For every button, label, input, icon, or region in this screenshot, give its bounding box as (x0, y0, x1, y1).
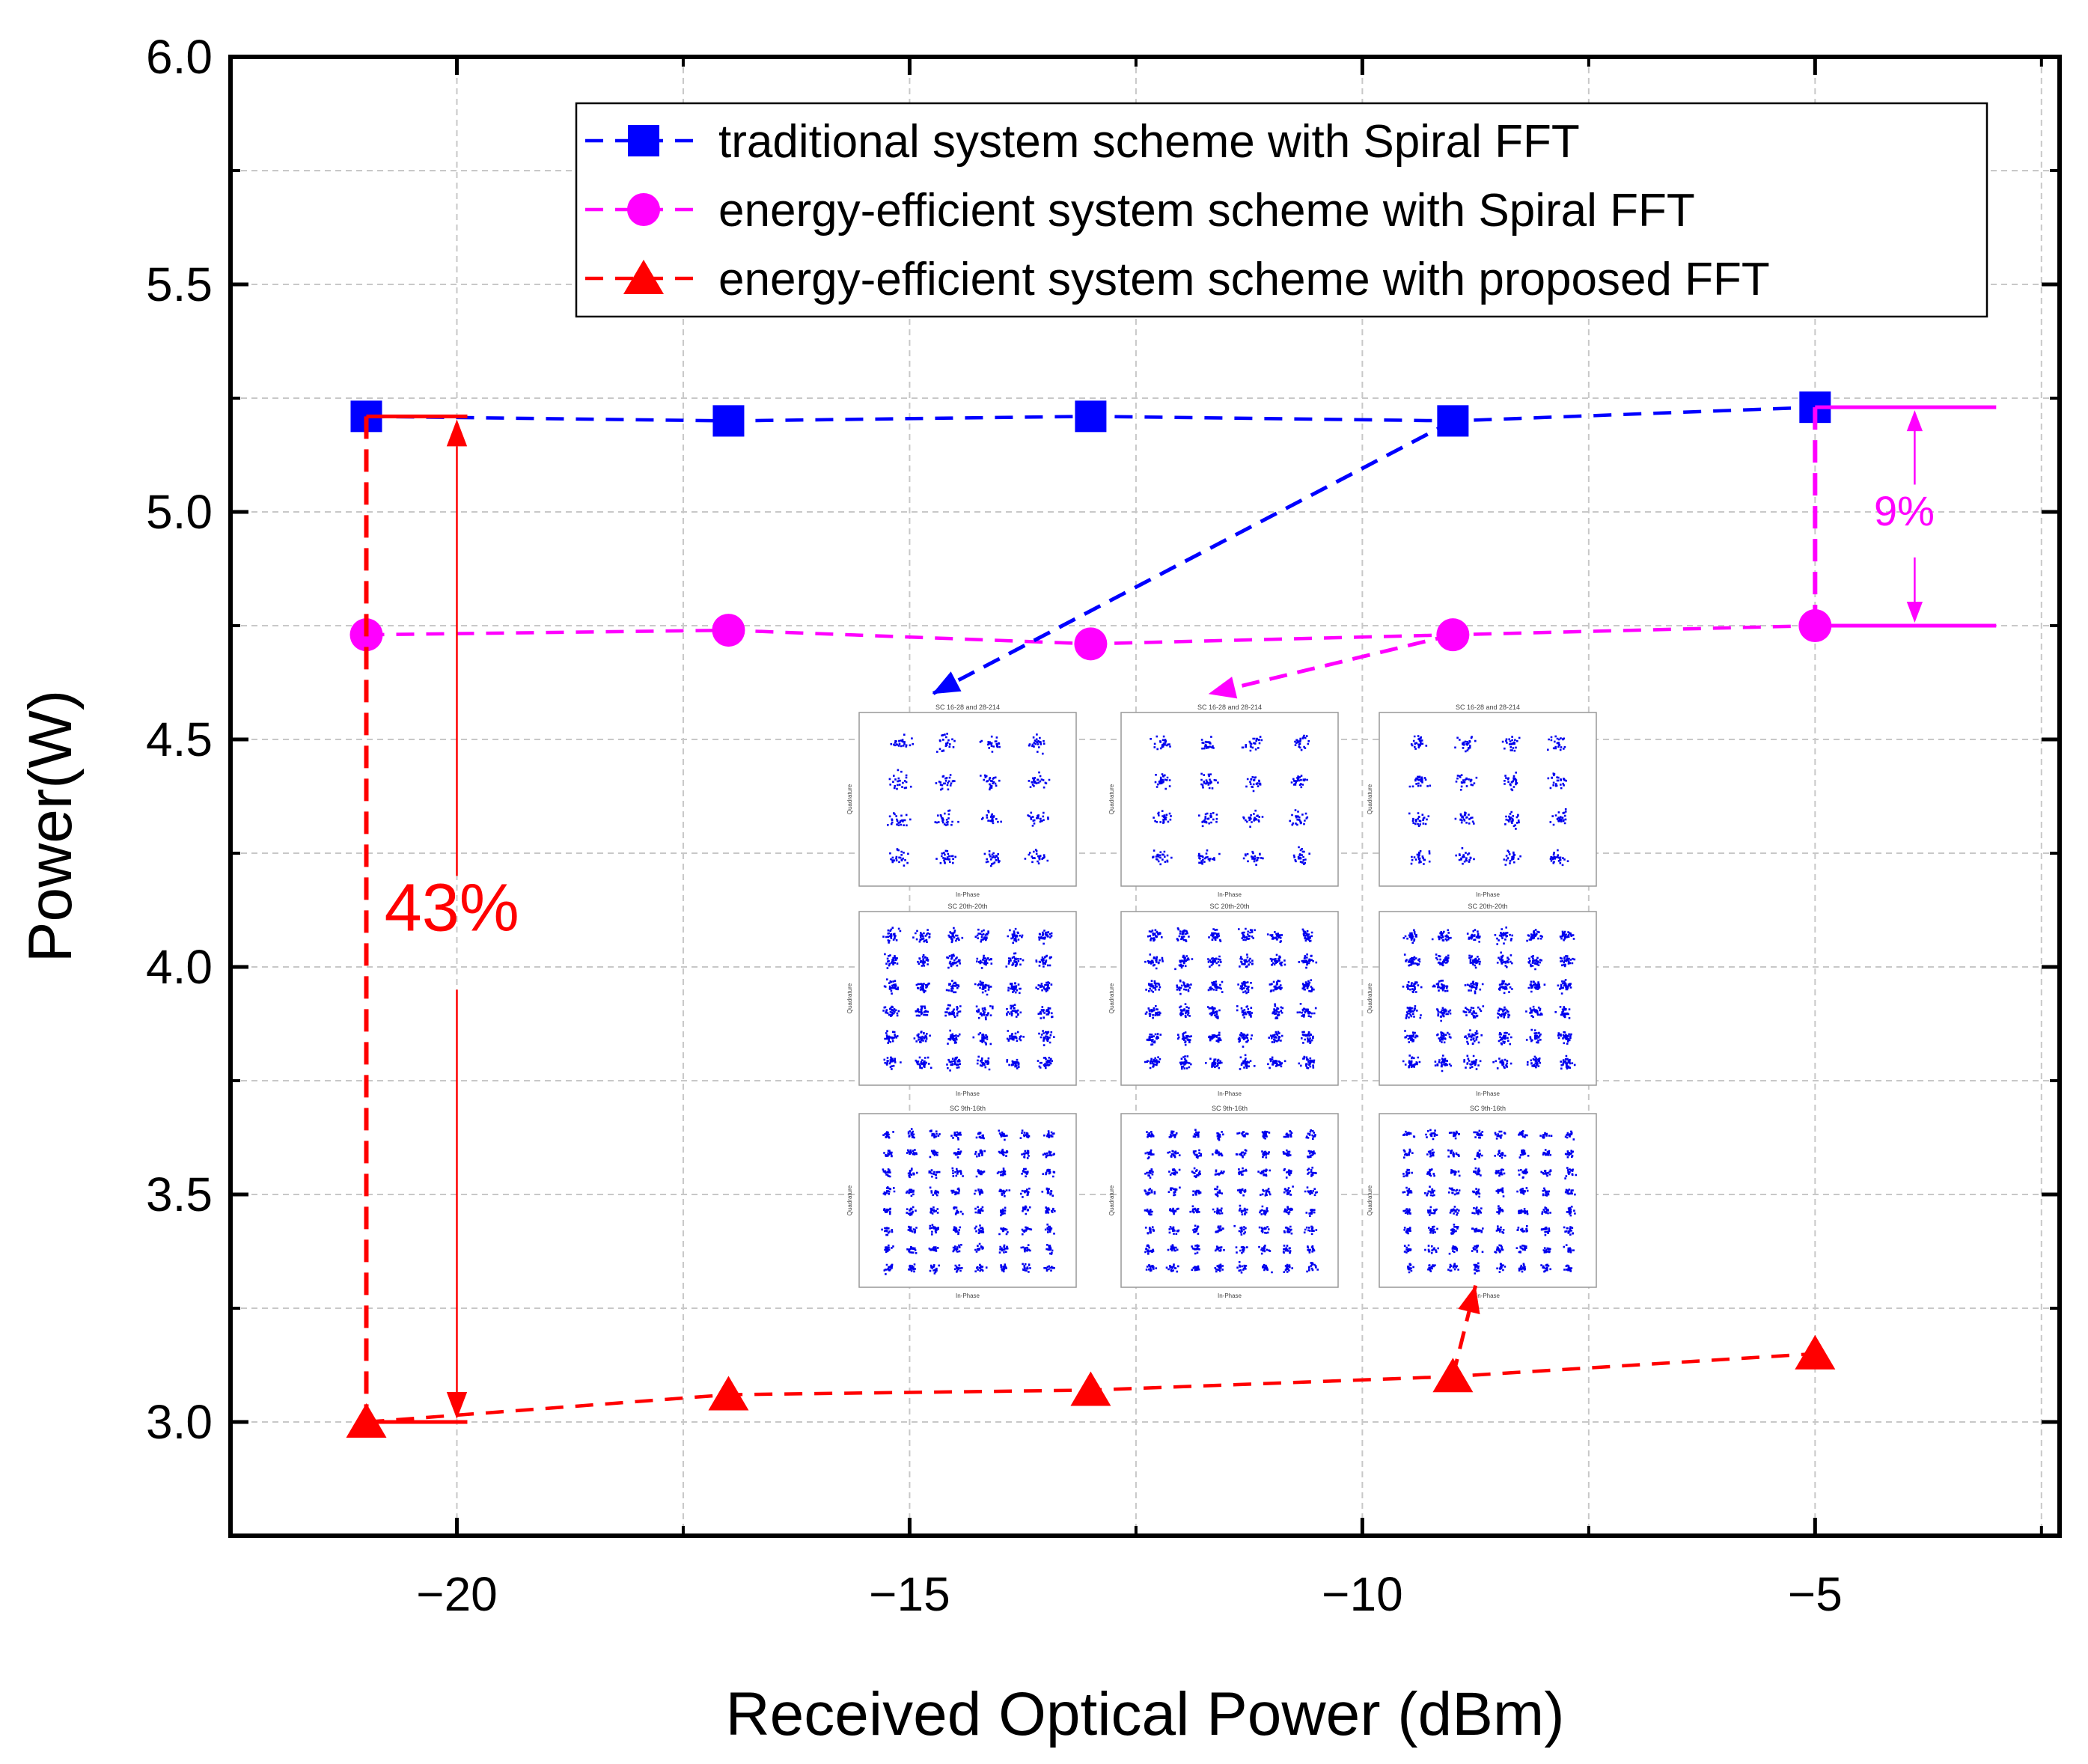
panel-frame (1120, 1113, 1339, 1288)
constellation-inset: SC 16-28 and 28-214In-PhaseQuadratureSC … (846, 704, 1597, 1299)
legend: traditional system scheme with Spiral FF… (575, 102, 1988, 318)
constellation-panel: SC 20th-20th In-Phase Quadrature (1108, 903, 1339, 1097)
pointer-red (1450, 1284, 1478, 1377)
annotations: 43% 9% (364, 405, 1997, 1424)
panel-title: SC 16-28 and 28-214 (1456, 704, 1520, 711)
panel-ylabel: Quadrature (1367, 983, 1373, 1013)
panel-xlabel: In-Phase (956, 1090, 980, 1097)
legend-box (575, 102, 1988, 318)
panel-xlabel: In-Phase (1218, 1090, 1242, 1097)
data-point (712, 405, 745, 437)
panel-xlabel: In-Phase (1476, 1090, 1501, 1097)
constellation-panel: SC 9th-16th In-Phase Quadrature (1108, 1105, 1339, 1299)
panel-ylabel: Quadrature (1108, 1185, 1115, 1215)
data-point (708, 1376, 749, 1411)
panel-xlabel: In-Phase (1218, 891, 1242, 898)
panel-title: SC 20th-20th (947, 903, 987, 910)
pointer-blue-head (932, 671, 962, 695)
panel-ylabel: Quadrature (1367, 784, 1373, 814)
y-tick-label: 5.0 (146, 485, 213, 539)
panel-title: SC 20th-20th (1468, 903, 1507, 910)
legend-entry: traditional system scheme with Spiral FF… (718, 116, 1580, 168)
arrow-head (1906, 602, 1923, 623)
panel-xlabel: In-Phase (1476, 891, 1501, 898)
plot-frame (228, 55, 2062, 1538)
legend-marker (627, 193, 660, 226)
y-tick-label: 5.5 (146, 257, 213, 311)
panel-title: SC 9th-16th (1470, 1105, 1506, 1112)
x-tick-label: −5 (1788, 1567, 1843, 1621)
constellation-panel: SC 20th-20th In-Phase Quadrature (1367, 903, 1597, 1097)
constellation-panel: SC 16-28 and 28-214 In-Phase Quadrature (1367, 704, 1597, 898)
panel-title: SC 16-28 and 28-214 (1197, 704, 1262, 711)
constellation-panel: SC 9th-16th In-Phase Quadrature (1367, 1105, 1597, 1299)
panel-xlabel: In-Phase (1476, 1293, 1501, 1299)
pointer-magenta (1208, 632, 1453, 696)
data-series (346, 391, 1836, 1438)
panel-frame (1379, 911, 1597, 1086)
panel-ylabel: Quadrature (1108, 983, 1115, 1013)
axis-ticks: −20 −15 −10 −5 3.0 3.5 4.0 4.5 5.0 5.5 6.0 (146, 30, 2060, 1621)
panel-frame (1120, 911, 1339, 1086)
panel-xlabel: In-Phase (956, 891, 980, 898)
panel-ylabel: Quadrature (1367, 1185, 1373, 1215)
data-point (712, 614, 745, 647)
grid-lines (231, 57, 2060, 1536)
panel-title: SC 16-28 and 28-214 (935, 704, 1000, 711)
data-point (1074, 627, 1108, 661)
arrow-head (1906, 410, 1923, 432)
pointer-magenta-head (1208, 677, 1238, 699)
x-tick-label: −20 (416, 1567, 498, 1621)
panel-ylabel: Quadrature (846, 1185, 853, 1215)
panel-title: SC 9th-16th (1212, 1105, 1248, 1112)
panel-ylabel: Quadrature (846, 784, 853, 814)
arrow-head (446, 1392, 468, 1419)
data-point (1070, 1371, 1111, 1406)
legend-entry: energy-efficient system scheme with Spir… (718, 185, 1695, 236)
data-point (1795, 1334, 1836, 1370)
y-axis-title: Power(W) (16, 690, 85, 962)
panel-frame (858, 1113, 1077, 1288)
constellation-points (1402, 927, 1576, 1072)
constellation-points (1144, 927, 1318, 1070)
x-tick-label: −15 (869, 1567, 950, 1621)
panel-xlabel: In-Phase (1218, 1293, 1242, 1299)
x-tick-label: −10 (1322, 1567, 1403, 1621)
legend-marker (623, 260, 664, 294)
constellation-panel: SC 20th-20th In-Phase Quadrature (846, 903, 1077, 1097)
panel-ylabel: Quadrature (846, 983, 853, 1013)
panel-xlabel: In-Phase (956, 1293, 980, 1299)
y-tick-label: 3.5 (146, 1168, 213, 1221)
annotation-9-label: 9% (1874, 487, 1935, 534)
panel-frame (1379, 1113, 1597, 1288)
y-tick-label: 3.0 (146, 1395, 213, 1449)
x-axis-title: Received Optical Power (dBm) (725, 1680, 1564, 1748)
constellation-points (887, 733, 1051, 867)
panel-title: SC 9th-16th (950, 1105, 986, 1112)
arrow-head (446, 419, 468, 447)
panel-ylabel: Quadrature (1108, 784, 1115, 814)
y-tick-label: 4.0 (146, 940, 213, 994)
data-point (1075, 400, 1107, 433)
constellation-panel: SC 16-28 and 28-214 In-Phase Quadrature (1108, 704, 1339, 898)
constellation-panel: SC 9th-16th In-Phase Quadrature (846, 1105, 1077, 1299)
legend-marker (628, 125, 659, 156)
constellation-panel: SC 16-28 and 28-214 In-Phase Quadrature (846, 704, 1077, 898)
pointer-blue (931, 419, 1454, 696)
legend-entry: energy-efficient system scheme with prop… (718, 254, 1770, 305)
panel-title: SC 20th-20th (1209, 903, 1249, 910)
annotation-43-label: 43% (385, 870, 519, 945)
y-tick-label: 6.0 (146, 30, 213, 84)
pointer-red-head (1458, 1285, 1480, 1315)
y-tick-label: 4.5 (146, 712, 213, 766)
constellation-points (882, 927, 1055, 1072)
